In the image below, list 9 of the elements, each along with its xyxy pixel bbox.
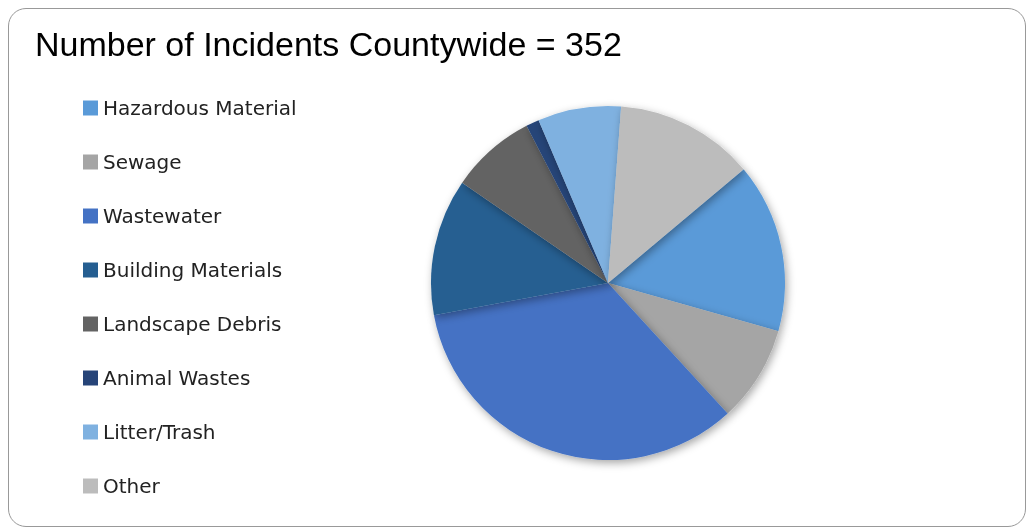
chart-title: Number of Incidents Countywide = 352 xyxy=(35,25,622,63)
legend-label: Animal Wastes xyxy=(103,366,251,390)
legend-label: Litter/Trash xyxy=(103,420,216,444)
legend-label: Wastewater xyxy=(103,204,223,228)
legend-label: Landscape Debris xyxy=(103,312,282,336)
legend-label: Hazardous Material xyxy=(103,96,297,120)
legend-label: Sewage xyxy=(103,150,182,174)
legend-label: Other xyxy=(103,474,161,498)
legend-label: Building Materials xyxy=(103,258,283,282)
